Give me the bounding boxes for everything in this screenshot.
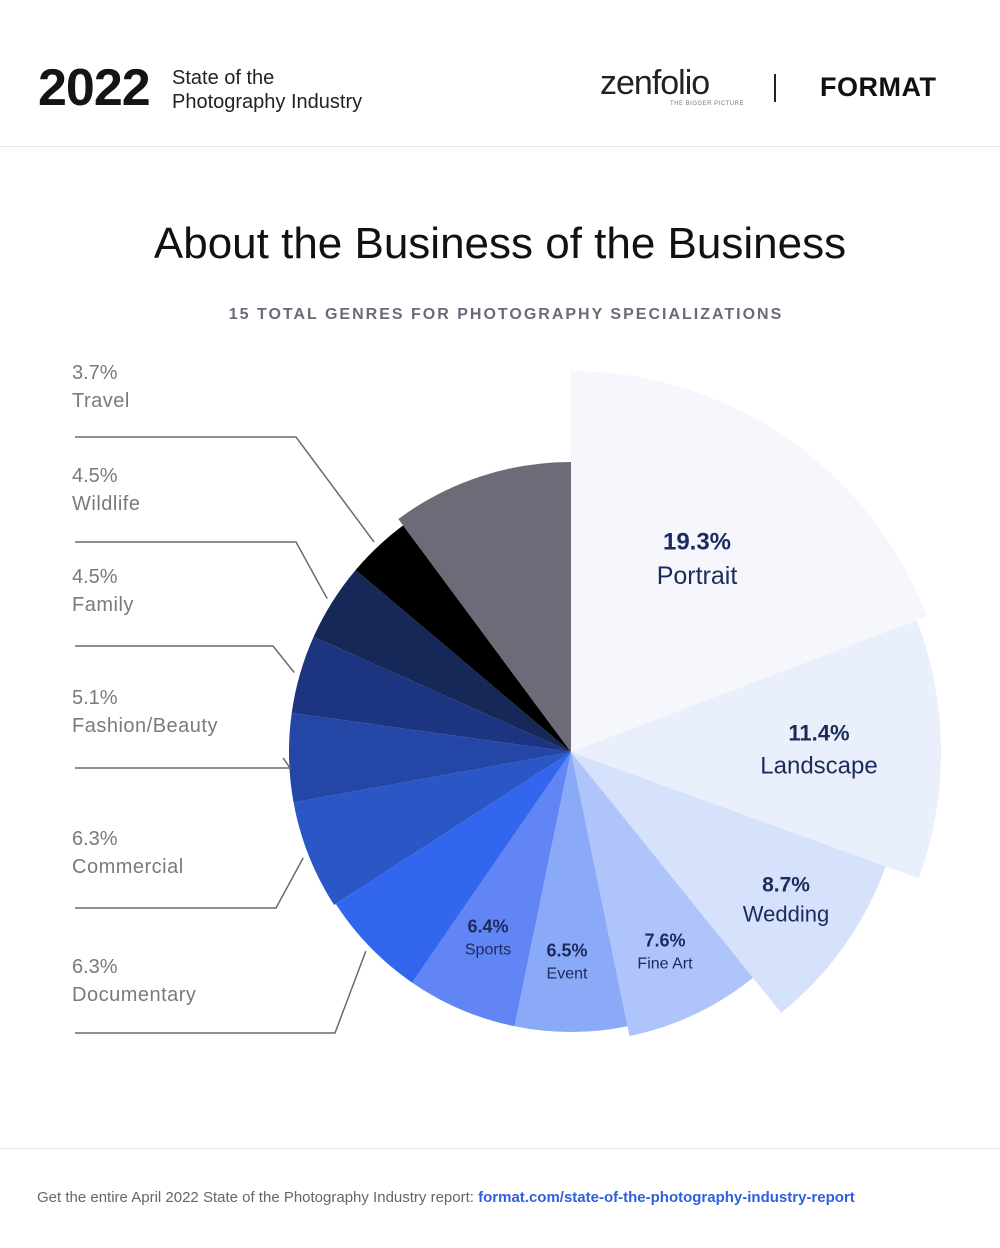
slice-value-fashion-beauty: 5.1% bbox=[72, 687, 118, 709]
pie-slice-commercial bbox=[293, 752, 571, 906]
slice-label-travel: Travel bbox=[72, 390, 130, 412]
pie-slice-family bbox=[291, 636, 571, 752]
chart-subtitle: 15 TOTAL GENRES FOR PHOTOGRAPHY SPECIALI… bbox=[228, 306, 784, 323]
slice-value-family: 4.5% bbox=[72, 566, 118, 588]
footer: Get the entire April 2022 State of the P… bbox=[0, 1148, 1000, 1248]
zenfolio-tagline: THE BIGGER PICTURE bbox=[670, 101, 745, 107]
slice-value-travel: 3.7% bbox=[72, 362, 118, 384]
slice-value-sports: 6.4% bbox=[467, 916, 508, 936]
leader-line-wildlife bbox=[75, 541, 328, 600]
chart-title: About the Business of the Business bbox=[153, 219, 847, 268]
leader-line-family bbox=[75, 645, 295, 673]
logo-divider bbox=[774, 74, 776, 102]
pie-slice-portrait bbox=[571, 371, 928, 752]
pie-slice-documentary bbox=[335, 752, 571, 983]
leader-line-commercial bbox=[75, 857, 304, 909]
pie-slice-wedding bbox=[571, 752, 886, 1013]
slice-label-commercial: Commercial bbox=[72, 856, 184, 878]
slice-label-sports: Sports bbox=[465, 942, 511, 959]
pie-slice-event bbox=[514, 752, 628, 1032]
slice-label-event: Event bbox=[547, 966, 588, 983]
slice-label-family: Family bbox=[72, 594, 134, 616]
slice-label-landscape: Landscape bbox=[760, 752, 877, 779]
leader-line-fashion-beauty bbox=[75, 757, 292, 769]
report-year: 2022 bbox=[38, 59, 151, 117]
pie-slice-fashion-beauty bbox=[288, 712, 571, 803]
slice-value-wildlife: 4.5% bbox=[72, 465, 118, 487]
report-subtitle-line1: State of the bbox=[172, 67, 275, 89]
report-link[interactable]: format.com/state-of-the-photography-indu… bbox=[478, 1189, 855, 1206]
pie-slice-travel bbox=[355, 525, 571, 752]
slice-label-fashion-beauty: Fashion/Beauty bbox=[72, 715, 218, 737]
slice-value-portrait: 19.3% bbox=[663, 528, 731, 555]
footer-text-label: Get the entire April 2022 State of the P… bbox=[37, 1189, 479, 1206]
leader-line-documentary bbox=[75, 950, 367, 1034]
report-subtitle: State of the Photography Industry bbox=[172, 66, 362, 114]
slice-label-fine-art: Fine Art bbox=[637, 956, 693, 973]
slice-label-documentary: Documentary bbox=[72, 984, 196, 1006]
pie-slice-sports bbox=[412, 752, 571, 1027]
leader-line-travel bbox=[75, 436, 375, 543]
format-logo: FORMAT bbox=[820, 72, 937, 102]
header: 2022 State of the Photography Industry z… bbox=[0, 0, 1000, 147]
slice-value-wedding: 8.7% bbox=[762, 873, 810, 896]
pie-slice-wildlife bbox=[313, 569, 571, 752]
slice-label-wildlife: Wildlife bbox=[72, 493, 140, 515]
pie-slice-fine-art bbox=[571, 752, 753, 1037]
zenfolio-logo: zenfolio bbox=[600, 64, 710, 102]
slice-value-commercial: 6.3% bbox=[72, 828, 118, 850]
report-subtitle-line2: Photography Industry bbox=[172, 91, 363, 113]
pie-chart: 19.3% Portrait 11.4% Landscape 8.7% Wedding 7.… bbox=[72, 362, 941, 1037]
slice-label-wedding: Wedding bbox=[743, 902, 829, 927]
footer-text: Get the entire April 2022 State of the P… bbox=[37, 1189, 855, 1206]
slice-value-landscape: 11.4% bbox=[788, 721, 849, 746]
slice-value-fine-art: 7.6% bbox=[644, 930, 685, 950]
slice-value-documentary: 6.3% bbox=[72, 956, 118, 978]
pie-slice-other bbox=[398, 462, 571, 752]
slice-value-event: 6.5% bbox=[546, 940, 587, 960]
pie-slice-landscape bbox=[571, 620, 941, 879]
slice-label-portrait: Portrait bbox=[657, 562, 738, 590]
